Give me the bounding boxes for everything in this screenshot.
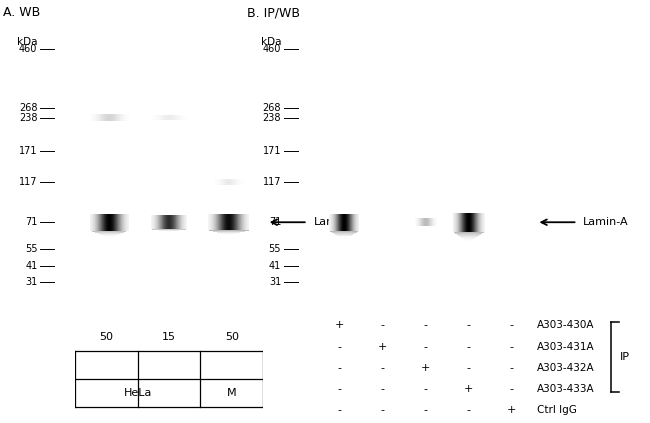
Text: Lamin-A: Lamin-A — [313, 217, 359, 227]
Text: -: - — [381, 363, 385, 373]
Text: 55: 55 — [25, 244, 38, 254]
Text: 460: 460 — [263, 44, 281, 54]
Text: -: - — [467, 342, 471, 352]
Text: 238: 238 — [19, 113, 38, 123]
Text: A303-431A: A303-431A — [538, 342, 595, 352]
Text: -: - — [467, 321, 471, 330]
Text: 15: 15 — [162, 332, 176, 342]
Text: 460: 460 — [19, 44, 38, 54]
Text: -: - — [424, 406, 428, 415]
Text: 71: 71 — [268, 217, 281, 227]
Text: -: - — [381, 406, 385, 415]
Text: kDa: kDa — [17, 37, 38, 47]
Text: Lamin-A: Lamin-A — [583, 217, 629, 227]
Text: 238: 238 — [263, 113, 281, 123]
Text: 41: 41 — [25, 261, 38, 271]
Text: -: - — [510, 321, 514, 330]
Text: 171: 171 — [263, 146, 281, 156]
Text: Ctrl IgG: Ctrl IgG — [538, 406, 577, 415]
Text: -: - — [381, 384, 385, 394]
Text: A303-430A: A303-430A — [538, 321, 595, 330]
Text: -: - — [510, 384, 514, 394]
Text: -: - — [510, 363, 514, 373]
Text: HeLa: HeLa — [124, 388, 151, 398]
Text: 268: 268 — [19, 103, 38, 113]
Text: 117: 117 — [263, 177, 281, 187]
Text: 55: 55 — [268, 244, 281, 254]
Text: 117: 117 — [19, 177, 38, 187]
Text: -: - — [424, 321, 428, 330]
Text: -: - — [424, 342, 428, 352]
Text: -: - — [467, 363, 471, 373]
Text: 41: 41 — [269, 261, 281, 271]
Text: 31: 31 — [269, 277, 281, 287]
Text: +: + — [335, 321, 345, 330]
Text: -: - — [424, 384, 428, 394]
Text: 50: 50 — [225, 332, 239, 342]
Text: -: - — [510, 342, 514, 352]
Text: A. WB: A. WB — [3, 6, 40, 19]
Text: -: - — [467, 406, 471, 415]
Text: 171: 171 — [19, 146, 38, 156]
Text: 71: 71 — [25, 217, 38, 227]
Text: +: + — [378, 342, 387, 352]
Text: B. IP/WB: B. IP/WB — [247, 6, 300, 19]
Text: kDa: kDa — [261, 37, 281, 47]
Text: +: + — [507, 406, 516, 415]
Text: A303-432A: A303-432A — [538, 363, 595, 373]
Text: +: + — [421, 363, 430, 373]
Text: -: - — [381, 321, 385, 330]
Text: M: M — [227, 388, 237, 398]
Text: +: + — [464, 384, 473, 394]
Text: -: - — [338, 363, 342, 373]
Text: -: - — [338, 342, 342, 352]
Text: -: - — [338, 384, 342, 394]
Text: 50: 50 — [99, 332, 113, 342]
Text: 268: 268 — [263, 103, 281, 113]
Text: -: - — [338, 406, 342, 415]
Text: A303-433A: A303-433A — [538, 384, 595, 394]
Text: IP: IP — [620, 352, 630, 363]
Text: 31: 31 — [25, 277, 38, 287]
